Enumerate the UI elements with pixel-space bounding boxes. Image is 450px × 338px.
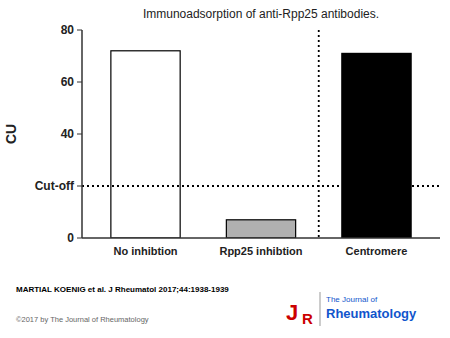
x-tick-label: Rpp25 inhibtion [219,245,302,257]
bar [226,220,295,238]
cutoff-line [82,185,440,187]
bars [82,51,440,238]
y-tick-label: 40 [61,127,75,141]
logo-journal-of: The Journal of [326,295,378,304]
chart: Immunoadsorption of anti-Rpp25 antibodie… [0,0,450,338]
logo-r: R [302,310,313,327]
bar [342,53,411,238]
x-tick-label: No inhibtion [113,245,177,257]
logo-j: J [286,300,298,325]
y-axis [81,30,83,238]
x-axis [82,237,440,239]
x-tick-label: Centromere [346,245,408,257]
y-tick-label: Cut-off [35,179,75,193]
title: Immunoadsorption of anti-Rpp25 antibodie… [143,7,379,21]
logo-rheumatology: Rheumatology [326,306,417,321]
bar [111,51,180,238]
y-axis-label: CU [3,124,19,144]
y-tick-label: 0 [67,231,74,245]
citation: MARTIAL KOENIG et al. J Rheumatol 2017;4… [16,285,229,294]
group-separator [318,30,320,238]
copyright: ©2017 by The Journal of Rheumatology [16,315,149,324]
y-tick-label: 80 [61,23,75,37]
y-tick-label: 60 [61,75,75,89]
logo-separator [319,292,320,326]
